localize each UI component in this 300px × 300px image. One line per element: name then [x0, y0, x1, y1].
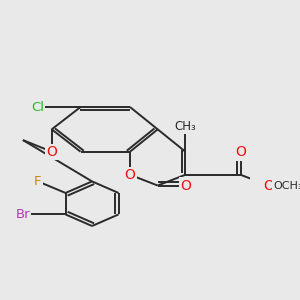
Text: O: O	[124, 168, 136, 182]
Text: CH₃: CH₃	[175, 120, 196, 134]
Text: OCH₃: OCH₃	[273, 181, 300, 190]
Text: F: F	[34, 175, 42, 188]
Text: Br: Br	[16, 208, 30, 221]
Text: O: O	[263, 178, 274, 193]
Text: Cl: Cl	[32, 100, 44, 113]
Text: O: O	[180, 178, 191, 193]
Text: O: O	[235, 146, 246, 160]
Text: O: O	[46, 145, 57, 159]
